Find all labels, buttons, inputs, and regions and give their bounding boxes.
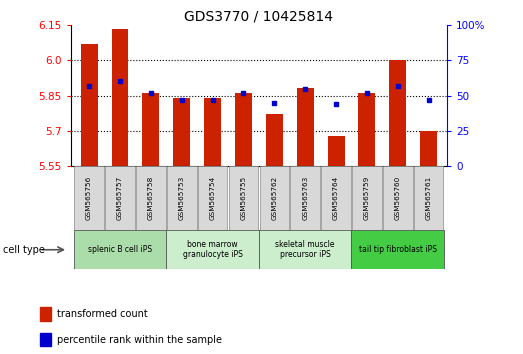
Text: GSM565762: GSM565762 (271, 176, 277, 220)
FancyBboxPatch shape (229, 166, 258, 230)
FancyBboxPatch shape (259, 166, 289, 230)
Bar (142, 93, 160, 166)
FancyBboxPatch shape (105, 166, 135, 230)
Bar (297, 88, 314, 166)
Text: GSM565754: GSM565754 (210, 176, 215, 220)
Text: GSM565753: GSM565753 (179, 176, 185, 220)
FancyBboxPatch shape (136, 166, 166, 230)
Text: GSM565759: GSM565759 (364, 176, 370, 220)
FancyBboxPatch shape (74, 230, 166, 269)
Bar (40, 307, 51, 321)
Bar (327, 136, 345, 166)
FancyBboxPatch shape (259, 230, 351, 269)
Text: GSM565758: GSM565758 (148, 176, 154, 220)
Bar (420, 131, 437, 166)
FancyBboxPatch shape (198, 166, 228, 230)
Text: GSM565763: GSM565763 (302, 176, 308, 220)
Text: percentile rank within the sample: percentile rank within the sample (57, 335, 222, 344)
Text: splenic B cell iPS: splenic B cell iPS (88, 245, 152, 254)
FancyBboxPatch shape (414, 166, 444, 230)
FancyBboxPatch shape (290, 166, 320, 230)
FancyBboxPatch shape (321, 166, 351, 230)
Text: GSM565761: GSM565761 (426, 176, 431, 220)
Text: GSM565764: GSM565764 (333, 176, 339, 220)
Bar (389, 60, 406, 166)
FancyBboxPatch shape (383, 166, 413, 230)
Bar (235, 93, 252, 166)
FancyBboxPatch shape (74, 166, 104, 230)
Text: tail tip fibroblast iPS: tail tip fibroblast iPS (359, 245, 437, 254)
Text: GSM565757: GSM565757 (117, 176, 123, 220)
Text: bone marrow
granulocyte iPS: bone marrow granulocyte iPS (183, 240, 243, 259)
Bar (204, 98, 221, 166)
Text: transformed count: transformed count (57, 309, 147, 319)
Text: GSM565760: GSM565760 (395, 176, 401, 220)
Bar (40, 333, 51, 347)
Bar (81, 44, 98, 166)
FancyBboxPatch shape (166, 230, 259, 269)
FancyBboxPatch shape (351, 230, 444, 269)
Title: GDS3770 / 10425814: GDS3770 / 10425814 (185, 10, 333, 24)
Text: GSM565756: GSM565756 (86, 176, 92, 220)
Text: cell type: cell type (3, 245, 44, 255)
FancyBboxPatch shape (167, 166, 197, 230)
Bar (266, 114, 283, 166)
Bar (111, 29, 129, 166)
FancyBboxPatch shape (352, 166, 382, 230)
Bar (358, 93, 376, 166)
Text: skeletal muscle
precursor iPS: skeletal muscle precursor iPS (276, 240, 335, 259)
Bar (173, 98, 190, 166)
Text: GSM565755: GSM565755 (241, 176, 246, 220)
